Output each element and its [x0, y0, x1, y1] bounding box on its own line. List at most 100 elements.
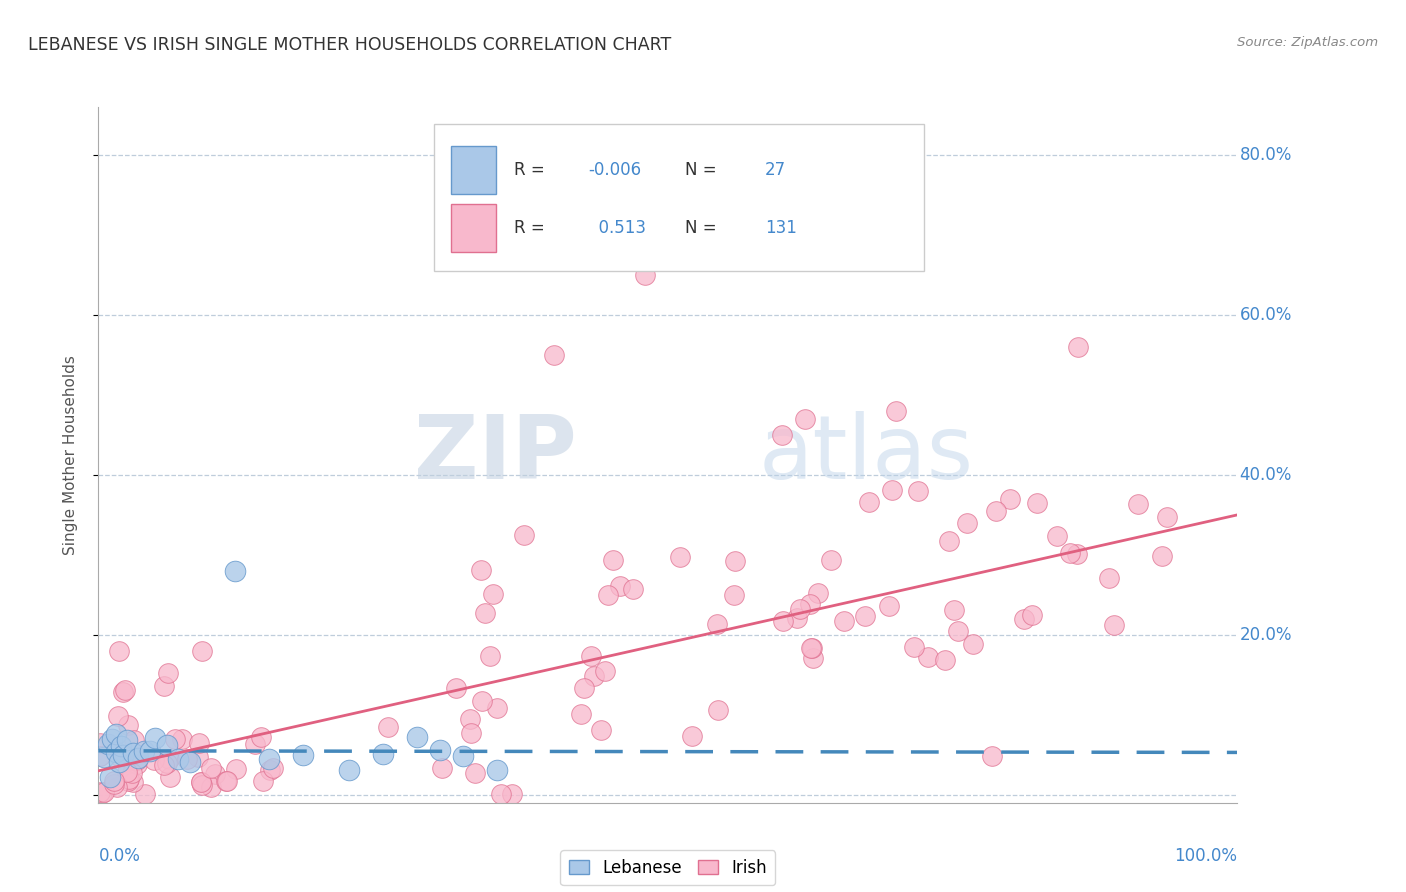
- Point: [828, 148, 851, 162]
- Point: [609, 579, 631, 593]
- Point: [156, 666, 179, 681]
- Point: [707, 703, 730, 717]
- Point: [89, 736, 111, 750]
- Point: [103, 774, 125, 789]
- Point: [543, 348, 565, 362]
- Text: LEBANESE VS IRISH SINGLE MOTHER HOUSEHOLDS CORRELATION CHART: LEBANESE VS IRISH SINGLE MOTHER HOUSEHOL…: [28, 36, 672, 54]
- Point: [187, 749, 209, 764]
- Point: [143, 753, 166, 767]
- Point: [159, 770, 181, 784]
- Point: [225, 762, 247, 776]
- Point: [621, 582, 644, 597]
- Point: [723, 588, 745, 602]
- Point: [569, 707, 592, 722]
- Point: [172, 731, 194, 746]
- Point: [132, 744, 155, 758]
- Point: [934, 653, 956, 667]
- Point: [108, 644, 131, 658]
- Point: [121, 746, 143, 760]
- Point: [101, 731, 124, 746]
- Point: [1046, 529, 1069, 543]
- Point: [188, 736, 211, 750]
- FancyBboxPatch shape: [451, 145, 496, 194]
- Text: 27: 27: [765, 161, 786, 178]
- Point: [107, 709, 129, 723]
- Point: [98, 770, 121, 784]
- Point: [371, 747, 394, 761]
- Point: [115, 732, 138, 747]
- Point: [167, 752, 190, 766]
- Point: [157, 752, 180, 766]
- Point: [190, 644, 212, 658]
- Point: [962, 637, 984, 651]
- Point: [799, 597, 821, 611]
- Point: [877, 599, 900, 613]
- Point: [581, 648, 603, 663]
- Point: [96, 737, 118, 751]
- Y-axis label: Single Mother Households: Single Mother Households: [63, 355, 77, 555]
- Point: [117, 774, 139, 789]
- Text: R =: R =: [515, 161, 550, 178]
- Legend: Lebanese, Irish: Lebanese, Irish: [560, 850, 776, 885]
- Text: atlas: atlas: [759, 411, 974, 499]
- Text: -0.006: -0.006: [588, 161, 641, 178]
- Point: [243, 737, 266, 751]
- Text: ZIP: ZIP: [413, 411, 576, 499]
- Point: [471, 694, 494, 708]
- Point: [121, 766, 143, 780]
- Point: [200, 780, 222, 795]
- Point: [152, 757, 174, 772]
- Point: [134, 787, 156, 801]
- Point: [112, 685, 135, 699]
- Point: [943, 603, 966, 617]
- Point: [807, 586, 830, 600]
- Point: [474, 606, 496, 620]
- Point: [1102, 618, 1125, 632]
- Point: [377, 720, 399, 734]
- Point: [259, 763, 281, 777]
- Point: [190, 774, 212, 789]
- Point: [800, 640, 823, 655]
- Point: [458, 712, 481, 726]
- Point: [104, 727, 127, 741]
- Point: [200, 761, 222, 775]
- Point: [110, 739, 132, 754]
- Point: [429, 743, 451, 757]
- Text: 80.0%: 80.0%: [1240, 146, 1292, 164]
- Text: R =: R =: [515, 219, 550, 237]
- Point: [337, 763, 360, 777]
- Point: [583, 669, 606, 683]
- Point: [252, 774, 274, 789]
- Point: [786, 610, 808, 624]
- Point: [105, 780, 128, 794]
- Text: 0.513: 0.513: [588, 219, 647, 237]
- Point: [460, 726, 482, 740]
- Point: [217, 774, 239, 789]
- Point: [204, 767, 226, 781]
- Text: 0.0%: 0.0%: [98, 847, 141, 865]
- Point: [907, 483, 929, 498]
- Point: [464, 766, 486, 780]
- Point: [190, 775, 212, 789]
- Point: [956, 516, 979, 531]
- Point: [103, 777, 125, 791]
- FancyBboxPatch shape: [451, 204, 496, 252]
- Text: N =: N =: [685, 219, 721, 237]
- Point: [1021, 607, 1043, 622]
- Point: [93, 785, 115, 799]
- Point: [501, 787, 523, 801]
- Point: [262, 761, 284, 775]
- Point: [112, 747, 135, 762]
- Point: [770, 428, 793, 442]
- Point: [832, 614, 855, 628]
- Point: [127, 751, 149, 765]
- Point: [1156, 509, 1178, 524]
- Point: [513, 528, 536, 542]
- Point: [176, 752, 198, 766]
- Point: [215, 774, 238, 789]
- Point: [122, 733, 145, 747]
- Point: [772, 614, 794, 628]
- Point: [224, 564, 246, 578]
- Point: [634, 268, 657, 282]
- Point: [259, 752, 281, 766]
